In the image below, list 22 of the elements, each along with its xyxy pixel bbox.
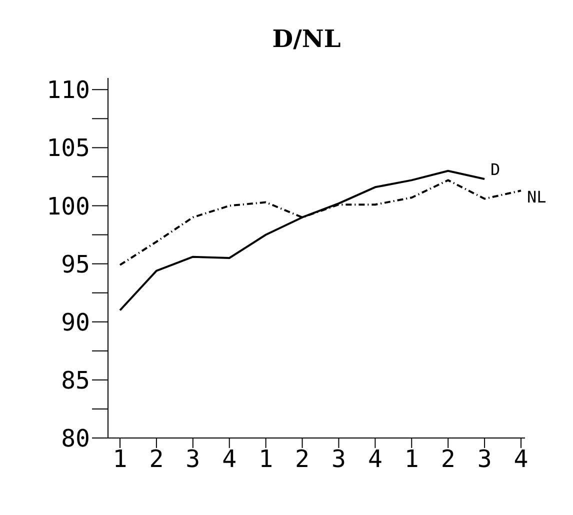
y-tick-label: 85 [61,366,90,394]
x-tick-label: 3 [332,445,346,474]
y-tick-label: 110 [46,76,90,104]
x-tick-label: 4 [514,445,528,474]
x-tick-label: 1 [112,445,128,474]
x-tick-label: 2 [295,445,310,474]
x-tick-label: 3 [186,445,200,474]
x-tick-label: 3 [477,445,492,474]
x-tick-label: 1 [258,445,274,474]
y-tick-label: 95 [61,250,90,278]
x-tick-label: 4 [222,445,237,474]
y-tick-label: 105 [46,134,90,162]
x-tick-label: 1 [404,445,419,474]
chart-title: D/NL [271,23,342,55]
y-tick-label: 100 [46,192,90,220]
y-tick-label: 80 [61,424,90,453]
series-label: NL [527,188,546,207]
y-tick-label: 90 [61,308,90,336]
x-tick-label: 2 [440,445,456,474]
series-label: D [490,160,500,180]
x-tick-label: 4 [368,445,382,474]
x-tick-label: 2 [149,445,164,474]
